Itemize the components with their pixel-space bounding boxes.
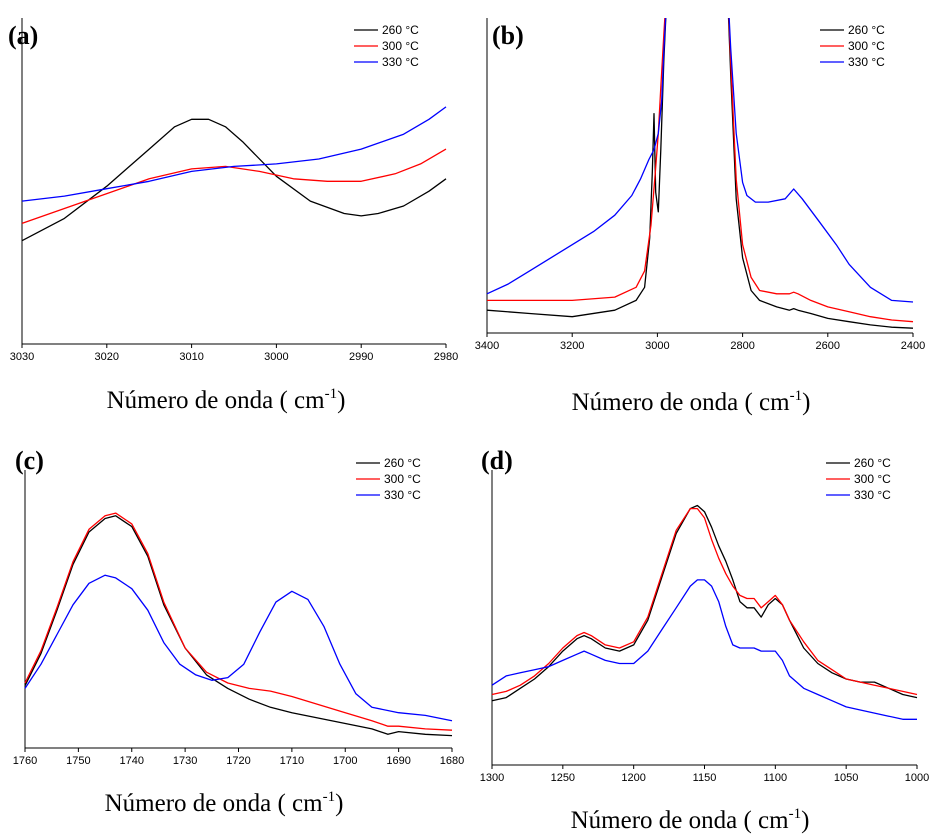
x-axis-label: Número de onda ( cm-1) bbox=[107, 386, 346, 414]
x-tick-label: 2990 bbox=[349, 351, 373, 363]
x-axis-label-close: ) bbox=[802, 389, 810, 416]
series-line bbox=[491, 579, 917, 720]
x-axis-label-close: ) bbox=[335, 790, 343, 817]
legend-label: 330 °C bbox=[384, 488, 421, 502]
legend-label: 330 °C bbox=[854, 488, 891, 502]
x-tick-label: 2980 bbox=[434, 351, 458, 363]
x-tick-label: 1690 bbox=[386, 755, 410, 767]
x-tick-label: 1050 bbox=[834, 772, 858, 784]
legend-label: 260 °C bbox=[382, 23, 419, 37]
x-tick-label: 3200 bbox=[560, 340, 584, 352]
series-line bbox=[486, 0, 914, 329]
x-axis-label-superscript: -1 bbox=[789, 806, 802, 822]
legend: 260 °C 300 °C 330 °C bbox=[356, 456, 421, 502]
x-tick-label: 1100 bbox=[764, 772, 788, 784]
series-line bbox=[486, 0, 914, 303]
x-axis-label-superscript: -1 bbox=[790, 388, 803, 404]
x-tick-label: 1680 bbox=[440, 755, 464, 767]
x-tick-label: 3000 bbox=[645, 340, 669, 352]
series-line bbox=[21, 148, 447, 225]
x-tick-label: 1730 bbox=[173, 755, 197, 767]
legend-label: 300 °C bbox=[848, 39, 885, 53]
x-tick-label: 1000 bbox=[905, 772, 929, 784]
x-tick-label: 1700 bbox=[333, 755, 357, 767]
series-line bbox=[491, 504, 918, 702]
x-axis-label: Número de onda ( cm-1) bbox=[571, 806, 810, 834]
panel-label: (d) bbox=[481, 446, 513, 475]
x-axis-label-main: Número de onda ( cm bbox=[105, 790, 324, 817]
x-tick-label: 1250 bbox=[551, 772, 575, 784]
x-tick-label: 3030 bbox=[10, 351, 34, 363]
series-line bbox=[491, 507, 918, 696]
x-tick-label: 1720 bbox=[226, 755, 250, 767]
x-axis-label-superscript: -1 bbox=[325, 386, 338, 402]
x-axis-label: Número de onda ( cm-1) bbox=[105, 789, 344, 817]
x-tick-label: 1300 bbox=[480, 772, 504, 784]
x-axis-label-superscript: -1 bbox=[323, 789, 336, 805]
x-axis-label-main: Número de onda ( cm bbox=[572, 389, 791, 416]
chart-panel: (d) 1300 1250 1200 1150 1100 1050 1000 260 °C 300… bbox=[480, 446, 929, 834]
x-tick-label: 1740 bbox=[120, 755, 144, 767]
series-line bbox=[21, 118, 447, 242]
series-line bbox=[21, 106, 447, 202]
legend: 260 °C 300 °C 330 °C bbox=[826, 456, 891, 502]
panel-label: (b) bbox=[492, 21, 524, 50]
legend-label: 330 °C bbox=[382, 55, 419, 69]
x-tick-label: 1150 bbox=[693, 772, 717, 784]
legend: 260 °C 300 °C 330 °C bbox=[354, 23, 419, 69]
panel-label: (a) bbox=[8, 21, 38, 50]
legend-label: 330 °C bbox=[848, 55, 885, 69]
legend-label: 260 °C bbox=[384, 456, 421, 470]
plot-top-mask bbox=[488, 0, 788, 18]
x-tick-label: 2600 bbox=[816, 340, 840, 352]
x-axis-label-main: Número de onda ( cm bbox=[107, 387, 326, 414]
x-tick-label: 1750 bbox=[66, 755, 90, 767]
chart-panel: (b) 3400 3200 3000 2800 2600 2400 260 °C 300 °C 3… bbox=[475, 0, 925, 416]
x-tick-label: 2400 bbox=[901, 340, 925, 352]
x-tick-label: 1200 bbox=[621, 772, 645, 784]
x-tick-label: 2800 bbox=[730, 340, 754, 352]
x-tick-label: 3010 bbox=[179, 351, 203, 363]
legend-label: 300 °C bbox=[854, 472, 891, 486]
x-axis-label-close: ) bbox=[337, 387, 345, 414]
x-tick-label: 3000 bbox=[264, 351, 288, 363]
series-line bbox=[24, 512, 453, 731]
x-axis-label-main: Número de onda ( cm bbox=[571, 807, 790, 834]
series-line bbox=[24, 574, 453, 722]
legend-label: 260 °C bbox=[848, 23, 885, 37]
x-axis-label: Número de onda ( cm-1) bbox=[572, 388, 811, 416]
x-tick-label: 1760 bbox=[13, 755, 37, 767]
chart-panel: (a) 3030 3020 3010 3000 2990 2980 260 °C 300 °C 3… bbox=[8, 18, 458, 414]
x-tick-label: 1710 bbox=[280, 755, 304, 767]
legend-label: 300 °C bbox=[382, 39, 419, 53]
legend-label: 300 °C bbox=[384, 472, 421, 486]
panel-label: (c) bbox=[15, 446, 44, 475]
x-axis-label-close: ) bbox=[801, 807, 809, 834]
x-tick-label: 3400 bbox=[475, 340, 499, 352]
chart-panel: (c) 1760 1750 1740 1730 1720 1710 1700 1690 1680 2… bbox=[13, 446, 464, 817]
legend-label: 260 °C bbox=[854, 456, 891, 470]
x-tick-label: 3020 bbox=[95, 351, 119, 363]
series-line bbox=[24, 515, 453, 737]
legend: 260 °C 300 °C 330 °C bbox=[820, 23, 885, 69]
